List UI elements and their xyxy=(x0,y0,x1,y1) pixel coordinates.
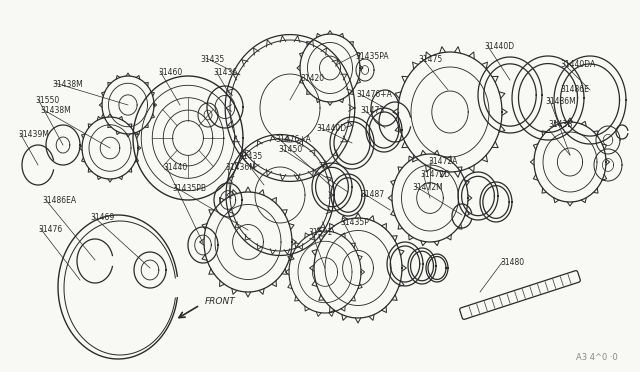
Text: 31420: 31420 xyxy=(300,74,324,83)
Text: 31436M: 31436M xyxy=(225,163,256,172)
Text: 31440DA: 31440DA xyxy=(560,60,595,69)
Text: 31435P: 31435P xyxy=(340,218,369,227)
Text: 3143B: 3143B xyxy=(548,120,573,129)
Text: 31475: 31475 xyxy=(418,55,442,64)
Text: 31460: 31460 xyxy=(158,68,182,77)
Text: 31439M: 31439M xyxy=(18,130,49,139)
Text: 31591: 31591 xyxy=(308,228,332,237)
Text: 31435: 31435 xyxy=(200,55,224,64)
Text: 31476: 31476 xyxy=(38,225,62,234)
Text: 31435: 31435 xyxy=(238,152,262,161)
Text: A3 4^0 ·0: A3 4^0 ·0 xyxy=(576,353,618,362)
Text: 31486EA: 31486EA xyxy=(42,196,76,205)
Text: 31480: 31480 xyxy=(500,258,524,267)
Text: 31472M: 31472M xyxy=(412,183,443,192)
Text: 31440D: 31440D xyxy=(316,124,346,133)
FancyBboxPatch shape xyxy=(460,270,580,320)
Text: 31435PB: 31435PB xyxy=(172,184,206,193)
Text: 31440D: 31440D xyxy=(484,42,514,51)
Text: FRONT: FRONT xyxy=(205,297,236,306)
Text: 31440: 31440 xyxy=(163,163,188,172)
Text: 31435PA: 31435PA xyxy=(355,52,388,61)
Text: 31486E: 31486E xyxy=(560,85,589,94)
Text: 31486M: 31486M xyxy=(545,97,576,106)
Text: 31473: 31473 xyxy=(360,106,384,115)
Text: 31472D: 31472D xyxy=(420,170,450,179)
Text: 31476+A: 31476+A xyxy=(275,135,311,144)
Text: 31550: 31550 xyxy=(35,96,60,105)
Text: 31487: 31487 xyxy=(360,190,384,199)
Text: 31436: 31436 xyxy=(213,68,237,77)
Text: 31472A: 31472A xyxy=(428,157,458,166)
Text: 31450: 31450 xyxy=(278,145,302,154)
Text: 31438M: 31438M xyxy=(40,106,71,115)
Text: 31438M: 31438M xyxy=(52,80,83,89)
Text: 31469: 31469 xyxy=(90,213,115,222)
Text: 31476+A: 31476+A xyxy=(356,90,392,99)
